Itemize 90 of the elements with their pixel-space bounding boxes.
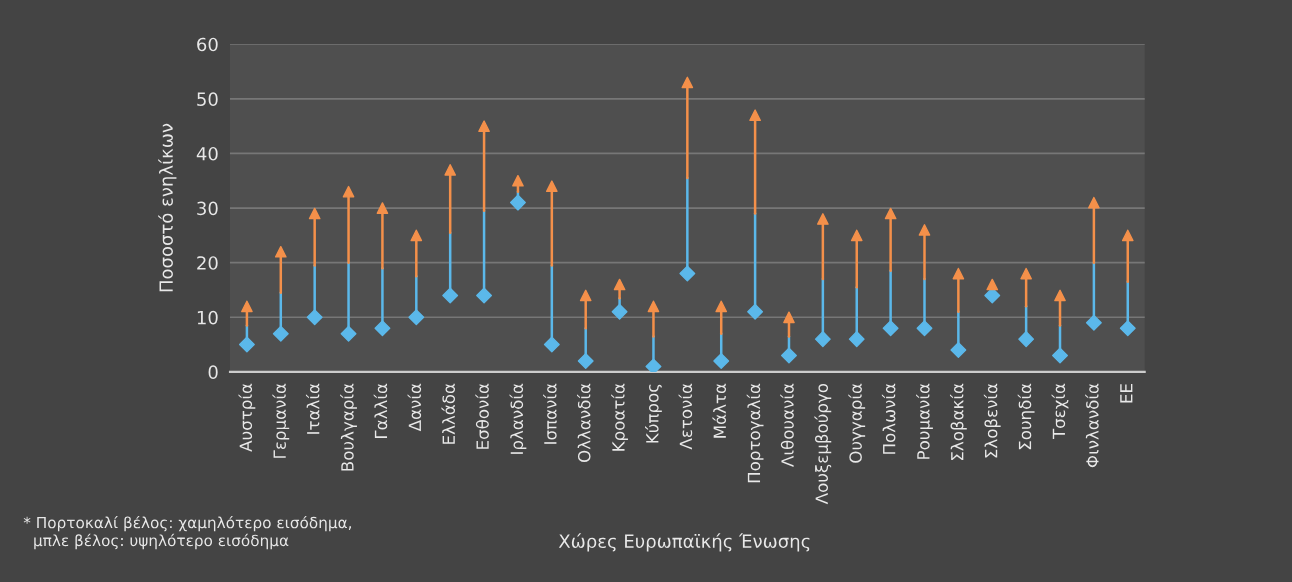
point (1119, 320, 1136, 337)
y-axis-title: Ποσοστό ενηλίκων (158, 123, 177, 292)
point (848, 331, 865, 348)
point (747, 303, 764, 320)
point (476, 287, 493, 304)
point (340, 325, 357, 342)
x-tick-label: Σλοβακία (949, 383, 967, 461)
x-tick-label: Ισπανία (543, 383, 557, 444)
x-tick-label: Εσθονία (475, 383, 489, 449)
x-tick-label: Λιθουανία (780, 383, 794, 467)
point (272, 325, 289, 342)
x-tick-label: Ουγγαρία (848, 383, 866, 463)
point (950, 342, 967, 359)
point (306, 309, 323, 326)
y-tick-label: 40 (196, 146, 218, 161)
point (478, 120, 490, 132)
x-tick-label: Ελλάδα (441, 383, 456, 444)
x-tick-label: Τσεχία (1051, 383, 1069, 440)
point (308, 207, 321, 220)
point (238, 336, 255, 353)
point (884, 207, 897, 220)
point (783, 311, 795, 324)
x-tick-label: Πολωνία (881, 383, 896, 454)
x-tick-label: Ιρλανδία (509, 383, 527, 454)
y-tick-label: 20 (197, 256, 218, 270)
point (408, 309, 425, 326)
point (681, 76, 694, 89)
point (781, 347, 797, 364)
x-tick-label: Πορτογαλία (746, 383, 764, 483)
y-tick-label: 0 (208, 365, 218, 380)
point (647, 300, 660, 313)
x-tick-label: Δανία (407, 383, 422, 432)
x-tick-label: Γερμανία (272, 383, 290, 458)
point (882, 320, 899, 337)
point (713, 352, 730, 369)
y-tick-label: 60 (197, 37, 218, 52)
x-tick-label: Κροατία (611, 383, 628, 451)
y-tick-label: 30 (197, 201, 218, 216)
point (1088, 196, 1100, 209)
x-tick-label: Σλοβενία (983, 383, 1001, 458)
point (952, 267, 965, 280)
point (1020, 267, 1032, 280)
point (374, 320, 391, 337)
point (749, 109, 761, 122)
y-tick-label: 10 (197, 310, 218, 325)
x-tick-label: Λουξεμβούργο (814, 383, 832, 505)
x-tick-label: Ιταλία (305, 383, 320, 434)
x-tick-label: ΕΕ (1120, 384, 1133, 403)
point (442, 287, 459, 304)
x-tick-label: Γαλλία (373, 383, 388, 438)
point (545, 180, 558, 193)
point (376, 202, 389, 214)
x-tick-label: Λετονία (678, 383, 693, 450)
point (410, 229, 423, 242)
point (1018, 331, 1035, 348)
point (543, 336, 560, 353)
point (611, 303, 628, 320)
point (814, 331, 831, 348)
point (512, 174, 524, 187)
x-tick-label: Μάλτα (712, 383, 727, 438)
point (679, 265, 696, 282)
point (1054, 289, 1066, 302)
x-tick-label: Φινλανδία (1085, 383, 1099, 468)
text: * Πορτοκαλί βέλος: χαμηλότερο εισόδημα, μπλε βέλος: υψηλότερο εισόδημα (23, 515, 352, 550)
point (916, 320, 933, 337)
point (1052, 347, 1068, 364)
point (1085, 314, 1102, 331)
x-axis-title: Χώρες Ευρωπαϊκής Ένωσης (558, 533, 810, 552)
point (850, 229, 863, 242)
y-tick-label: 50 (197, 92, 218, 106)
point (444, 163, 457, 176)
x-tick-label: Κύπρος (645, 384, 662, 443)
point (715, 300, 728, 313)
x-tick-label: Ρουμανία (916, 383, 933, 459)
point (579, 289, 592, 302)
x-tick-label: Βουλγαρία (340, 383, 357, 471)
point (918, 224, 931, 236)
point (274, 245, 287, 258)
point (577, 352, 594, 369)
point (986, 278, 999, 291)
point (509, 194, 526, 211)
point (241, 300, 253, 313)
point (342, 185, 355, 198)
x-tick-label: Αυστρία (238, 383, 256, 452)
point (817, 213, 829, 225)
point (645, 358, 662, 372)
x-tick-label: Σουηδία (1017, 383, 1035, 450)
x-tick-label: Ολλανδία (576, 383, 591, 463)
point (1121, 229, 1134, 242)
point (613, 278, 626, 291)
